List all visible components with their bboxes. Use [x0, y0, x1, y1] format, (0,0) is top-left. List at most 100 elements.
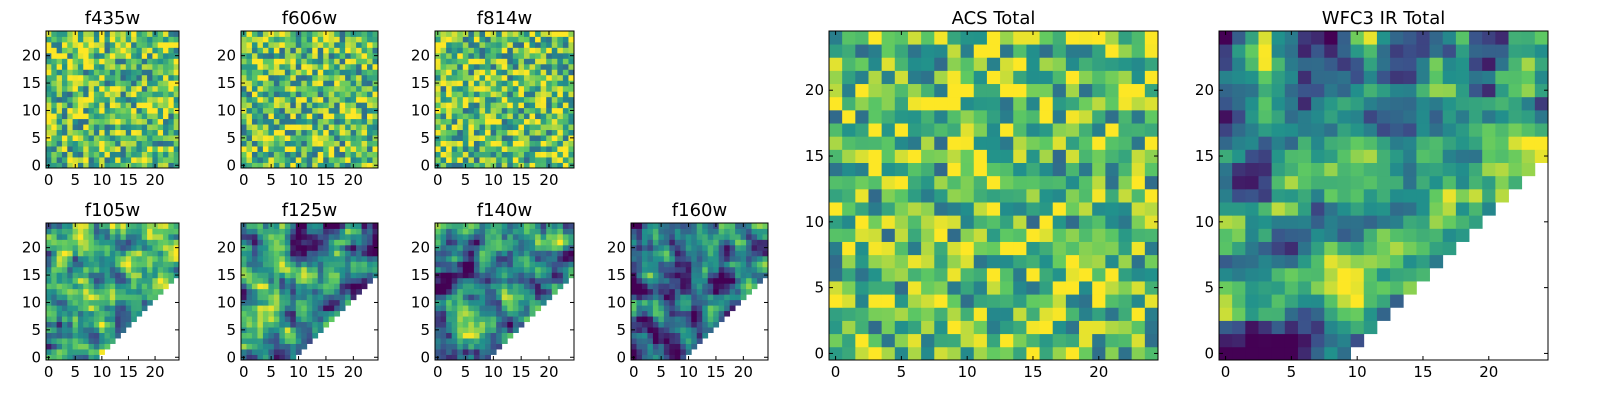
- heatmap-cell: [1118, 96, 1133, 111]
- heatmap-cell: [496, 299, 503, 306]
- heatmap-cell: [241, 321, 247, 328]
- heatmap-cell: [1026, 188, 1040, 203]
- heatmap-cell: [67, 151, 73, 158]
- heatmap-cell: [273, 85, 280, 92]
- heatmap-cell: [246, 228, 253, 235]
- heatmap-cell: [83, 228, 89, 235]
- heatmap-cell: [462, 135, 469, 141]
- heatmap-cell: [518, 91, 525, 98]
- heatmap-cell: [473, 239, 480, 246]
- heatmap-cell: [485, 283, 491, 290]
- heatmap-cell: [99, 124, 105, 131]
- heatmap-cell: [518, 255, 525, 262]
- heatmap-cell: [1079, 70, 1093, 85]
- heatmap-cell: [147, 162, 153, 169]
- heatmap-cell: [1442, 188, 1457, 203]
- heatmap-cell: [1105, 149, 1119, 163]
- heatmap-cell: [56, 58, 63, 65]
- heatmap-cell: [306, 69, 313, 76]
- heatmap-cell: [268, 151, 275, 158]
- heatmap-cell: [907, 267, 922, 282]
- heatmap-cell: [663, 332, 670, 339]
- heatmap-cell: [473, 146, 480, 152]
- heatmap-cell: [1013, 149, 1027, 163]
- heatmap-cell: [88, 96, 95, 103]
- heatmap-cell: [257, 157, 264, 163]
- heatmap-cell: [562, 47, 569, 54]
- heatmap-cell: [702, 316, 709, 323]
- heatmap-cell: [1065, 57, 1080, 71]
- heatmap-cell: [1232, 254, 1246, 269]
- heatmap-cell: [1403, 267, 1417, 282]
- heatmap-cell: [435, 233, 441, 240]
- heatmap-cell: [173, 69, 180, 76]
- heatmap-cell: [246, 58, 253, 65]
- heatmap-cell: [490, 294, 497, 301]
- heatmap-cell: [518, 305, 525, 312]
- heatmap-cell: [1363, 307, 1378, 321]
- heatmap-cell: [104, 102, 111, 109]
- heatmap-cell: [356, 223, 362, 229]
- heatmap-cell: [473, 223, 480, 229]
- heatmap-cell: [136, 151, 143, 158]
- heatmap-cell: [685, 228, 692, 235]
- heatmap-cell: [702, 299, 709, 306]
- heatmap-cell: [1271, 241, 1286, 256]
- heatmap-cell: [157, 239, 164, 246]
- heatmap-cell: [1118, 267, 1133, 282]
- heatmap-cell: [1105, 136, 1119, 150]
- heatmap-cell: [568, 157, 575, 163]
- heatmap-cell: [986, 175, 1001, 190]
- heatmap-cell: [136, 272, 143, 279]
- heatmap-cell: [479, 69, 486, 76]
- heatmap-cell: [356, 102, 362, 109]
- heatmap-cell: [372, 261, 379, 268]
- heatmap-cell: [702, 332, 709, 339]
- heatmap-cell: [451, 91, 458, 98]
- heatmap-cell: [56, 63, 63, 70]
- heatmap-cell: [507, 91, 514, 98]
- heatmap-cell: [894, 202, 909, 216]
- heatmap-cell: [367, 58, 373, 65]
- heatmap-cell: [1311, 267, 1325, 282]
- heatmap-cell: [446, 162, 453, 169]
- heatmap-cell: [540, 140, 547, 147]
- heatmap-cell: [109, 146, 116, 152]
- heatmap-cell: [1039, 267, 1054, 282]
- heatmap-cell: [339, 107, 346, 114]
- heatmap-cell: [141, 305, 148, 312]
- heatmap-cell: [284, 74, 291, 81]
- heatmap-cell: [284, 41, 291, 48]
- heatmap-cell: [669, 228, 676, 235]
- heatmap-cell: [115, 47, 121, 54]
- heatmap-cell: [535, 52, 542, 59]
- heatmap-cell: [674, 327, 681, 333]
- heatmap-cell: [372, 31, 379, 37]
- heatmap-cell: [295, 113, 302, 120]
- heatmap-cell: [147, 277, 153, 284]
- heatmap-cell: [546, 85, 553, 92]
- heatmap-cell: [1013, 228, 1027, 242]
- heatmap-cell: [334, 283, 341, 290]
- heatmap-cell: [1026, 254, 1040, 269]
- heatmap-cell: [115, 31, 121, 37]
- heatmap-cell: [490, 102, 497, 109]
- heatmap-cell: [535, 305, 542, 312]
- heatmap-cell: [279, 52, 286, 59]
- heatmap-cell: [1311, 188, 1325, 203]
- heatmap-cell: [855, 254, 869, 269]
- heatmap-cell: [658, 332, 665, 339]
- heatmap-cell: [268, 85, 275, 92]
- heatmap-cell: [51, 349, 58, 355]
- heatmap-cell: [496, 80, 503, 87]
- x-tick-label: 5: [461, 171, 471, 189]
- heatmap-cell: [462, 118, 469, 125]
- heatmap-cell: [279, 310, 286, 317]
- heatmap-cell: [1337, 294, 1351, 308]
- heatmap-cell: [507, 255, 514, 262]
- heatmap-cell: [273, 338, 280, 344]
- heatmap-cell: [77, 233, 84, 240]
- heatmap-cell: [125, 157, 132, 163]
- heatmap-cell: [641, 239, 648, 246]
- heatmap-cell: [120, 107, 127, 114]
